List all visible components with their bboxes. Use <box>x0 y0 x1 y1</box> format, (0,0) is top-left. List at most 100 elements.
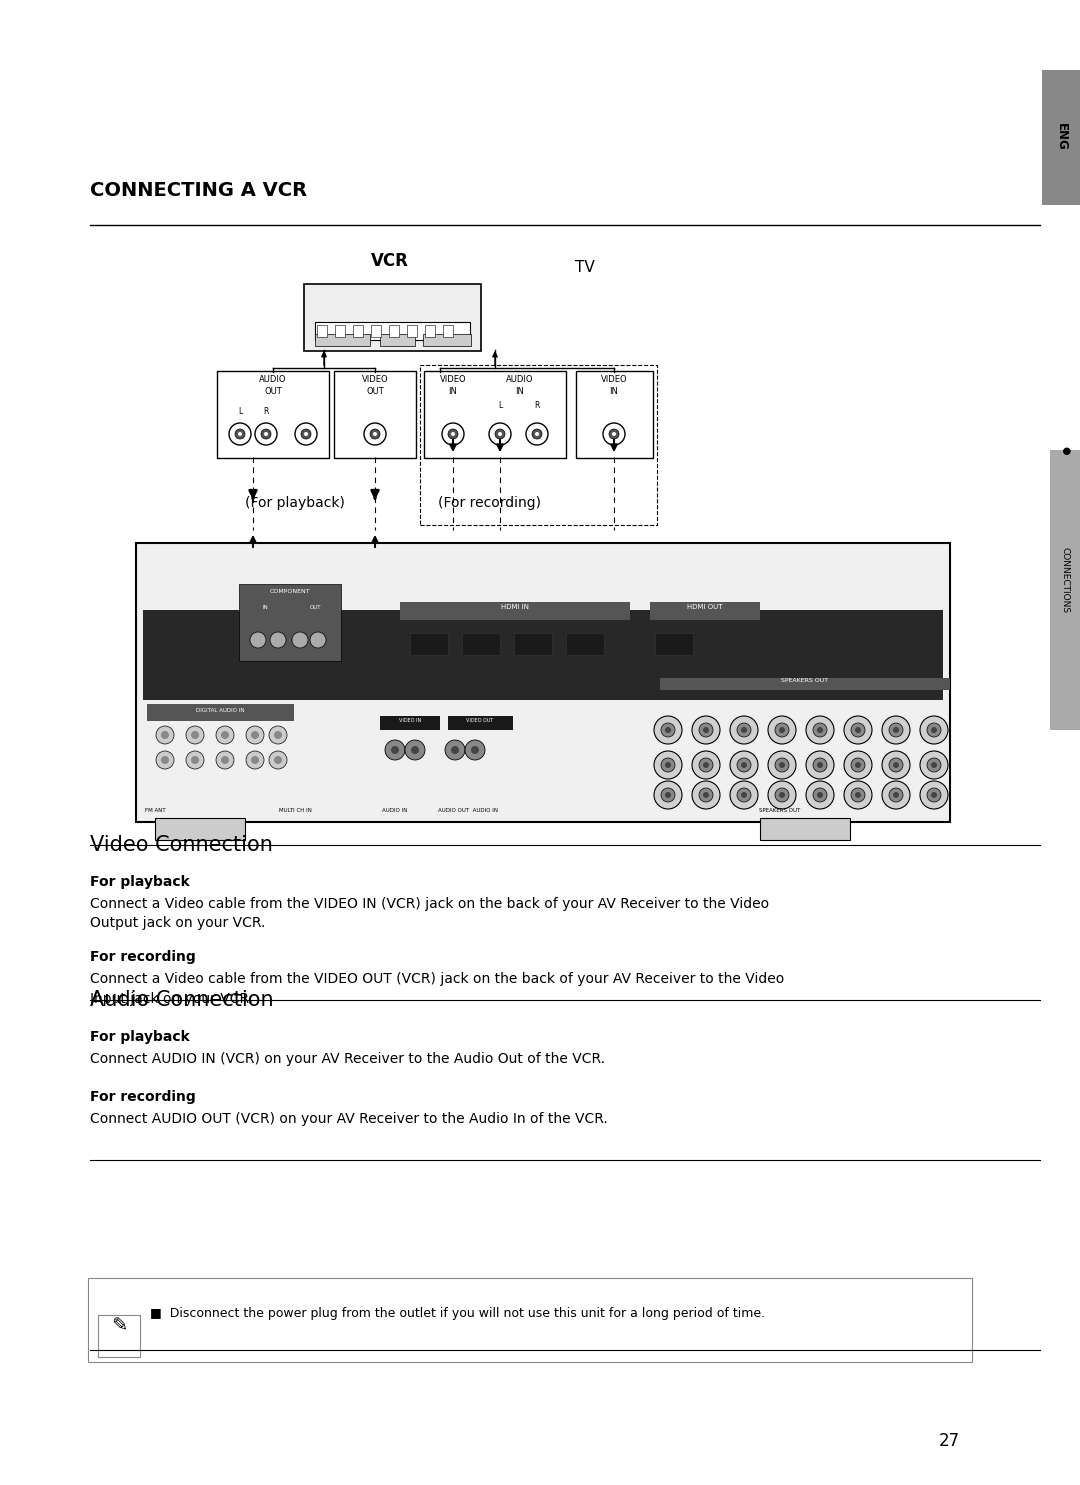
FancyBboxPatch shape <box>136 544 950 823</box>
Circle shape <box>609 429 619 440</box>
FancyBboxPatch shape <box>315 322 470 340</box>
Text: VIDEO: VIDEO <box>362 376 389 385</box>
FancyBboxPatch shape <box>660 679 950 691</box>
Circle shape <box>303 432 308 437</box>
Circle shape <box>855 762 861 768</box>
Circle shape <box>813 757 827 772</box>
FancyBboxPatch shape <box>372 325 381 337</box>
Circle shape <box>191 756 199 763</box>
Circle shape <box>264 432 268 437</box>
Circle shape <box>498 432 502 437</box>
Circle shape <box>246 726 264 744</box>
Circle shape <box>927 723 941 737</box>
Circle shape <box>216 751 234 769</box>
Circle shape <box>775 723 789 737</box>
Circle shape <box>927 757 941 772</box>
Text: For recording: For recording <box>90 950 195 964</box>
Text: IN: IN <box>448 388 458 396</box>
Circle shape <box>737 757 751 772</box>
Text: HDMI IN: HDMI IN <box>501 604 529 610</box>
Circle shape <box>370 429 380 440</box>
Circle shape <box>816 792 823 797</box>
FancyBboxPatch shape <box>1042 70 1080 205</box>
Circle shape <box>535 432 539 437</box>
Text: IN: IN <box>515 388 525 396</box>
Circle shape <box>816 762 823 768</box>
Text: Connect a Video cable from the VIDEO OUT (VCR) jack on the back of your AV Recei: Connect a Video cable from the VIDEO OUT… <box>90 973 784 1005</box>
Text: OUT: OUT <box>265 388 282 396</box>
Circle shape <box>855 728 861 734</box>
Text: SPEAKERS OUT: SPEAKERS OUT <box>759 808 800 812</box>
Circle shape <box>270 633 286 647</box>
FancyBboxPatch shape <box>87 1279 972 1362</box>
FancyBboxPatch shape <box>315 334 370 346</box>
Circle shape <box>692 716 720 744</box>
FancyBboxPatch shape <box>335 325 345 337</box>
Circle shape <box>741 792 747 797</box>
Circle shape <box>699 723 713 737</box>
Text: IN: IN <box>609 388 619 396</box>
Circle shape <box>251 756 259 763</box>
Text: VIDEO OUT: VIDEO OUT <box>467 719 494 723</box>
Text: Audio Connection: Audio Connection <box>90 990 273 1010</box>
Circle shape <box>806 781 834 809</box>
Text: DIGITAL AUDIO IN: DIGITAL AUDIO IN <box>195 708 244 713</box>
Circle shape <box>612 432 616 437</box>
FancyBboxPatch shape <box>424 371 566 457</box>
FancyBboxPatch shape <box>380 716 440 731</box>
Text: CONNECTIONS: CONNECTIONS <box>1061 546 1069 613</box>
Circle shape <box>274 731 282 740</box>
Circle shape <box>699 757 713 772</box>
Text: OUT: OUT <box>309 604 321 610</box>
Circle shape <box>851 723 865 737</box>
Circle shape <box>191 731 199 740</box>
Circle shape <box>806 716 834 744</box>
Circle shape <box>741 762 747 768</box>
Circle shape <box>851 757 865 772</box>
Circle shape <box>661 757 675 772</box>
Circle shape <box>737 789 751 802</box>
Circle shape <box>156 751 174 769</box>
Circle shape <box>665 762 671 768</box>
Circle shape <box>384 740 405 760</box>
Circle shape <box>235 429 245 440</box>
Circle shape <box>186 726 204 744</box>
Circle shape <box>654 781 681 809</box>
FancyBboxPatch shape <box>654 633 693 655</box>
Circle shape <box>843 781 872 809</box>
Circle shape <box>274 756 282 763</box>
Text: CONNECTING A VCR: CONNECTING A VCR <box>90 181 307 200</box>
Circle shape <box>893 762 899 768</box>
FancyBboxPatch shape <box>303 284 481 350</box>
FancyBboxPatch shape <box>407 325 417 337</box>
Circle shape <box>451 432 455 437</box>
Text: AUDIO OUT  AUDIO IN: AUDIO OUT AUDIO IN <box>438 808 498 812</box>
Text: TV: TV <box>575 260 595 275</box>
Circle shape <box>238 432 242 437</box>
Text: L: L <box>498 401 502 410</box>
Circle shape <box>692 781 720 809</box>
Circle shape <box>665 728 671 734</box>
Circle shape <box>373 432 377 437</box>
Circle shape <box>779 792 785 797</box>
Circle shape <box>495 429 505 440</box>
Text: AUDIO IN: AUDIO IN <box>382 808 407 812</box>
Circle shape <box>654 751 681 780</box>
Circle shape <box>246 751 264 769</box>
Text: HDMI OUT: HDMI OUT <box>687 604 723 610</box>
Circle shape <box>768 781 796 809</box>
Circle shape <box>893 728 899 734</box>
Text: VIDEO: VIDEO <box>600 376 627 385</box>
Circle shape <box>730 781 758 809</box>
FancyBboxPatch shape <box>410 633 448 655</box>
Circle shape <box>292 633 308 647</box>
Circle shape <box>161 731 168 740</box>
Text: MULTI CH IN: MULTI CH IN <box>279 808 311 812</box>
Text: AUDIO: AUDIO <box>259 376 287 385</box>
Circle shape <box>737 723 751 737</box>
FancyBboxPatch shape <box>462 633 500 655</box>
Text: ✎: ✎ <box>111 1317 127 1336</box>
Circle shape <box>889 757 903 772</box>
FancyBboxPatch shape <box>1050 450 1080 731</box>
Circle shape <box>931 728 937 734</box>
